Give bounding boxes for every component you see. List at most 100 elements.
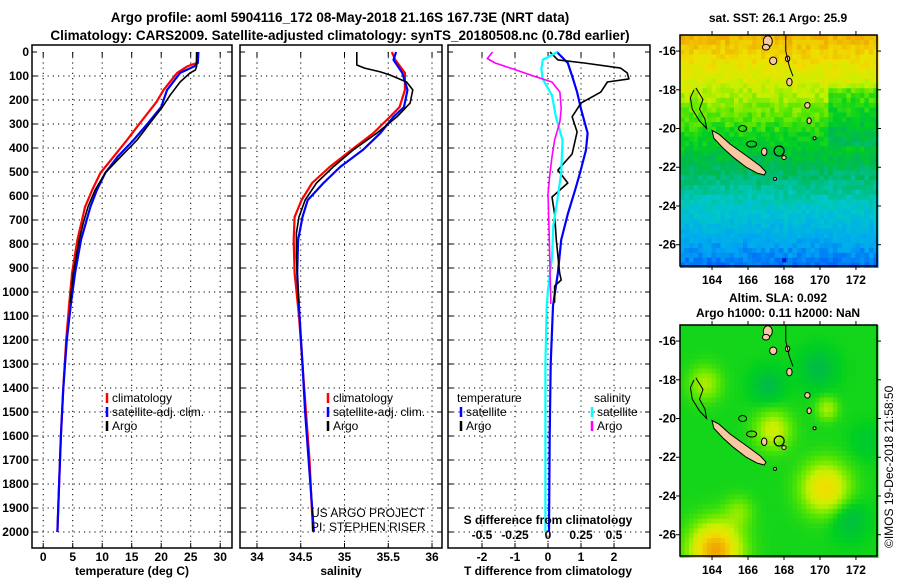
map-cell — [761, 136, 767, 143]
map-cell — [832, 59, 838, 65]
map-cell — [743, 373, 749, 379]
map-cell — [810, 228, 816, 234]
map-cell — [770, 542, 776, 549]
map-cell — [846, 450, 852, 457]
map-cell — [846, 421, 852, 428]
map-cell — [801, 73, 807, 80]
map-cell — [873, 49, 879, 55]
map-cell — [841, 387, 847, 394]
map-cell — [680, 122, 686, 128]
lat-tick-label: -22 — [659, 450, 677, 464]
map-cell — [850, 175, 856, 181]
map-cell — [823, 78, 829, 84]
map-cell — [787, 257, 793, 264]
map-cell — [752, 78, 758, 84]
map-cell — [729, 358, 735, 365]
map-cell — [684, 417, 690, 423]
map-cell — [702, 112, 708, 118]
map-cell — [864, 383, 870, 389]
map-cell — [774, 97, 780, 104]
map-cell — [832, 223, 838, 230]
map-cell — [837, 368, 843, 374]
map-cell — [805, 141, 811, 147]
map-cell — [864, 392, 870, 399]
map-cell — [747, 49, 753, 55]
map-cell — [765, 117, 771, 123]
map-cell — [711, 88, 717, 94]
map-cell — [680, 257, 686, 264]
map-cell — [841, 417, 847, 423]
map-cell — [747, 489, 753, 495]
map-cell — [864, 97, 870, 104]
map-cell — [796, 146, 802, 152]
map-cell — [680, 73, 686, 80]
map-cell — [873, 180, 879, 186]
map-cell — [761, 243, 767, 249]
map-cell — [850, 165, 856, 172]
map-cell — [828, 392, 834, 399]
map-cell — [864, 68, 870, 75]
island — [772, 176, 777, 181]
map-cell — [743, 523, 749, 529]
map-cell — [859, 112, 865, 118]
map-cell — [855, 194, 861, 201]
map-cell — [859, 475, 865, 481]
map-cell — [756, 243, 762, 249]
map-cell — [828, 39, 834, 46]
map-cell — [819, 107, 825, 113]
map-cell — [873, 378, 879, 384]
map-cell — [770, 378, 776, 384]
map-cell — [720, 383, 726, 389]
map-cell — [770, 112, 776, 118]
map-cell — [810, 136, 816, 143]
map-cell — [778, 165, 784, 172]
map-cell — [693, 97, 699, 104]
map-cell — [859, 68, 865, 75]
map-cell — [720, 552, 726, 558]
map-cell — [792, 455, 798, 462]
map-cell — [841, 257, 847, 264]
map-cell — [814, 528, 820, 534]
map-cell — [711, 156, 717, 162]
map-cell — [828, 518, 834, 524]
map-cell — [864, 78, 870, 84]
map-cell — [734, 421, 740, 428]
map-cell — [864, 373, 870, 379]
map-cell — [707, 218, 713, 225]
map-cell — [743, 59, 749, 65]
map-cell — [743, 334, 749, 341]
map-cell — [810, 518, 816, 524]
map-cell — [796, 402, 802, 408]
map-cell — [832, 354, 838, 360]
map-cell — [743, 194, 749, 201]
map-cell — [716, 262, 722, 268]
map-cell — [864, 262, 870, 268]
reef-outline — [689, 377, 708, 421]
map-cell — [693, 475, 699, 481]
map-cell — [868, 436, 874, 442]
map-cell — [837, 112, 843, 118]
map-cell — [716, 479, 722, 486]
map-cell — [783, 450, 789, 457]
map-cell — [783, 243, 789, 249]
map-cell — [792, 542, 798, 549]
map-cell — [792, 248, 798, 254]
map-cell — [823, 73, 829, 80]
map-cell — [693, 185, 699, 191]
map-cell — [841, 518, 847, 524]
map-cell — [778, 334, 784, 341]
map-cell — [720, 78, 726, 84]
map-cell — [765, 185, 771, 191]
map-cell — [801, 450, 807, 457]
map-cell — [805, 489, 811, 495]
depth-tick-label: 1200 — [2, 333, 29, 347]
map-cell — [846, 97, 852, 104]
map-cell — [810, 204, 816, 210]
map-cell — [873, 479, 879, 486]
map-cell — [707, 78, 713, 84]
map-cell — [868, 412, 874, 418]
map-cell — [805, 73, 811, 80]
map-cell — [774, 373, 780, 379]
map-cell — [805, 136, 811, 143]
map-cell — [752, 354, 758, 360]
